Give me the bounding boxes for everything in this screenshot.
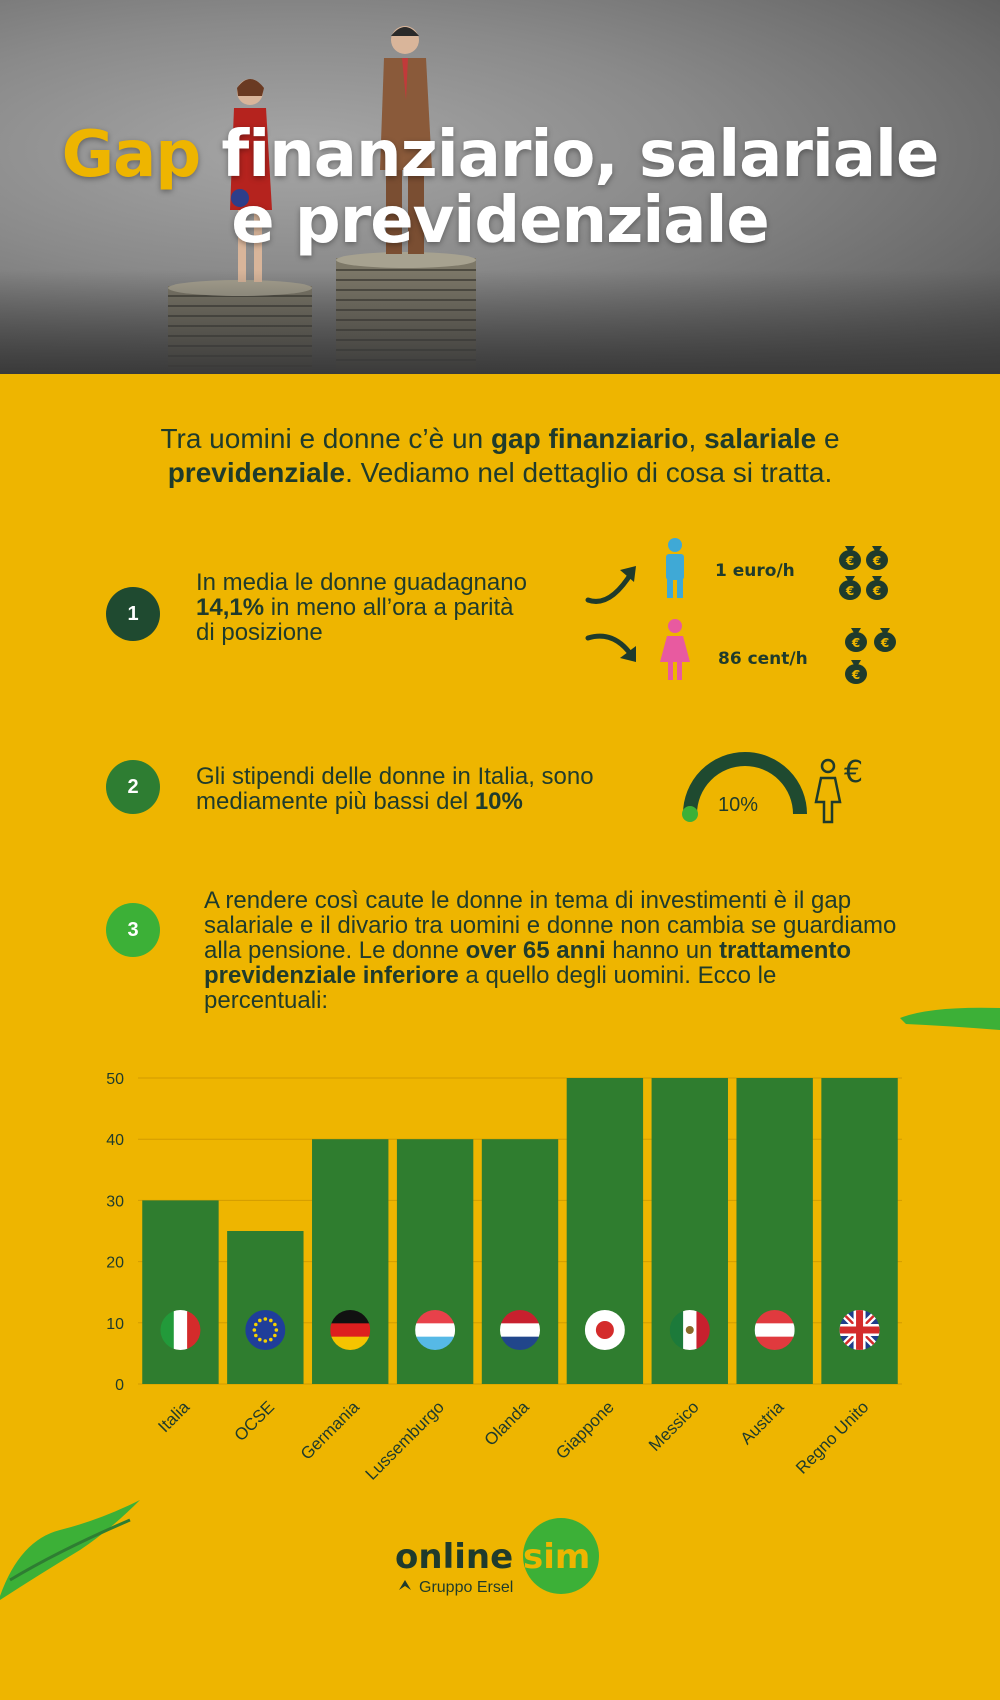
y-axis: 0 10 20 30 40 50 (106, 1071, 124, 1394)
hero-banner: Gap finanziario, salariale e previdenzia… (0, 0, 1000, 374)
svg-text:€: € (845, 584, 854, 598)
logo-circle (523, 1518, 599, 1594)
euro-icon: € (844, 755, 863, 790)
x-tick-label: Italia (154, 1397, 193, 1436)
point-bold: trattamento previdenziale inferiore (204, 937, 852, 989)
x-tick-label: Austria (737, 1397, 788, 1448)
y-tick-label: 0 (115, 1377, 124, 1394)
svg-text:€: € (851, 636, 860, 650)
woman-figurine (230, 79, 272, 282)
step-number-2: 2 (106, 760, 160, 814)
point-3-text: A rendere così caute le donne in tema di… (204, 888, 904, 1013)
x-tick-label: Lussemburgo (362, 1397, 448, 1483)
arrow-down-icon (585, 633, 636, 662)
woman-icon (660, 619, 690, 680)
brush-stroke-decoration (0, 1500, 140, 1600)
intro-paragraph: Tra uomini e donne c’è un gap finanziari… (80, 422, 920, 490)
svg-text:€: € (872, 584, 881, 598)
ersel-leaf-icon (399, 1580, 411, 1590)
point-2-text: Gli stipendi delle donne in Italia, sono… (196, 764, 616, 814)
man-icon (666, 538, 684, 598)
japan-flag-icon (584, 1310, 625, 1350)
y-tick-label: 50 (106, 1071, 124, 1088)
x-tick-label: Messico (645, 1397, 703, 1455)
germany-flag-icon (330, 1310, 371, 1350)
money-bag-icon: € (874, 628, 896, 652)
money-bags-group: € € € € € € € (839, 546, 896, 684)
x-tick-label: OCSE (231, 1397, 279, 1445)
page-title-line-1: Gap finanziario, salariale (0, 118, 1000, 192)
x-tick-label: Olanda (481, 1397, 534, 1450)
title-accent: Gap (61, 118, 202, 192)
y-tick-label: 40 (106, 1132, 124, 1149)
money-bag-icon: € (845, 660, 867, 684)
point-bold: 10% (474, 788, 523, 815)
y-tick-label: 20 (106, 1255, 124, 1272)
point-text: in meno all’ora a parità di posizione (196, 594, 514, 646)
x-tick-label: Germania (297, 1397, 364, 1464)
money-bag-icon: € (866, 576, 888, 600)
italy-flag-icon (160, 1310, 201, 1350)
intro-bold: previdenziale (167, 457, 346, 488)
intro-bold: gap finanziario (490, 423, 689, 454)
y-tick-label: 30 (106, 1193, 124, 1210)
logo-online: online (395, 1537, 513, 1577)
y-tick-label: 10 (106, 1316, 124, 1333)
step-number-3: 3 (106, 903, 160, 957)
point-1-text: In media le donne guadagnano 14,1% in me… (196, 570, 536, 645)
intro-text: , (688, 423, 705, 454)
money-bag-icon: € (839, 576, 861, 600)
man-figurine (380, 26, 432, 254)
women-wage-label: 86 cent/h (718, 649, 808, 669)
logo-sim: sim (523, 1537, 590, 1577)
gauge-graphic: 10% € (682, 752, 863, 824)
point-text: In media le donne guadagnano (196, 569, 527, 596)
pension-gap-chart: 0 10 20 30 40 50 Italia OCSE GermaniaLussemburg… (106, 1071, 902, 1484)
bar-italia (142, 1200, 219, 1384)
gauge-arc (683, 752, 807, 815)
uk-flag-icon (839, 1310, 880, 1350)
point-text: hanno un (605, 937, 720, 964)
page-title-line-2: e previdenziale (231, 184, 770, 258)
money-bag-icon: € (839, 546, 861, 570)
bar-ocse (227, 1231, 304, 1384)
title-line1-rest: finanziario, salariale (200, 118, 939, 192)
gauge-indicator (682, 806, 698, 822)
netherlands-flag-icon (500, 1310, 540, 1350)
luxembourg-flag-icon (415, 1310, 456, 1350)
point-text: A rendere così caute le donne in tema di… (204, 887, 897, 964)
wage-comparison-graphic: 1 euro/h 86 cent/h € € € € € € € (585, 538, 896, 684)
money-bag-icon: € (845, 628, 867, 652)
woman-euro-icon (814, 758, 842, 824)
arrow-up-icon (585, 566, 636, 604)
intro-bold: salariale (704, 423, 817, 454)
brush-stroke-decoration (900, 1007, 1000, 1030)
money-bag-icon: € (866, 546, 888, 570)
austria-flag-icon (754, 1310, 795, 1350)
chart-flags (160, 1310, 880, 1350)
logo-group: Gruppo Ersel (419, 1579, 513, 1596)
onlinesim-logo: online sim Gruppo Ersel (385, 1518, 625, 1598)
mexico-flag-icon (669, 1310, 710, 1350)
men-wage-label: 1 euro/h (715, 561, 795, 581)
x-tick-label: Giappone (552, 1397, 618, 1463)
gauge-value-label: 10% (718, 794, 758, 816)
x-tick-label: Regno Unito (792, 1397, 872, 1477)
point-bold: over 65 anni (465, 937, 606, 964)
point-bold: 14,1% (196, 594, 265, 621)
intro-text: . Vediamo nel dettaglio di cosa si tratt… (345, 457, 833, 488)
step-number-1: 1 (106, 587, 160, 641)
point-text: Gli stipendi delle donne in Italia, sono… (196, 763, 594, 815)
eu-flag-icon (245, 1310, 286, 1350)
point-text: a quello degli uomini. Ecco le percentua… (204, 962, 777, 1014)
svg-text:€: € (851, 668, 860, 682)
svg-text:€: € (872, 554, 881, 568)
svg-text:€: € (880, 636, 889, 650)
intro-text: Tra uomini e donne c’è un (160, 423, 491, 454)
svg-text:€: € (845, 554, 854, 568)
intro-text: e (816, 423, 840, 454)
